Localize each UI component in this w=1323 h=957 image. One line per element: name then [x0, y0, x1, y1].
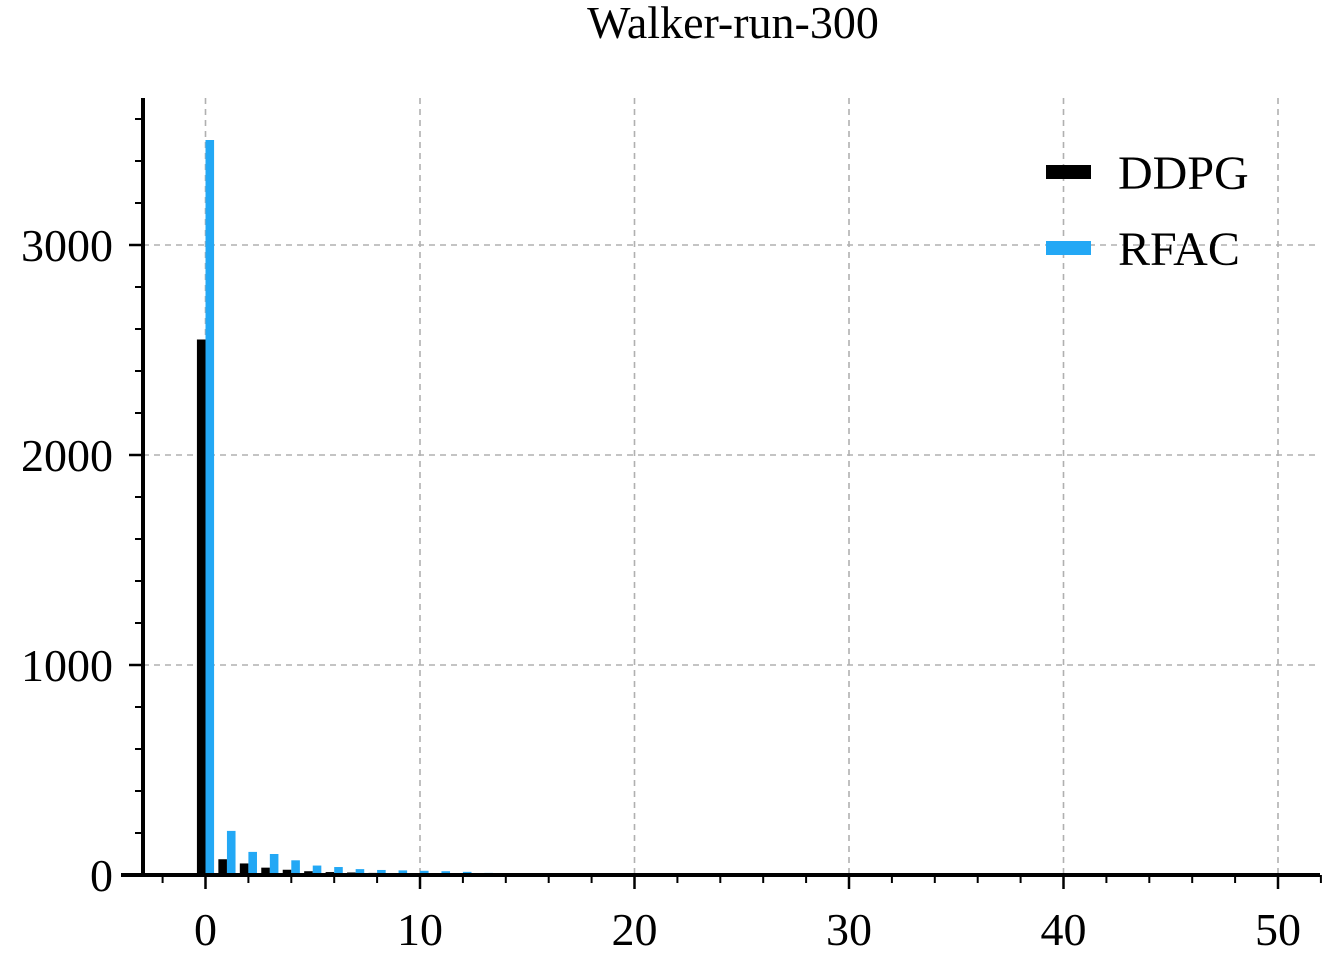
x-tick-label: 50 [1255, 904, 1301, 955]
x-tick-label: 30 [826, 904, 872, 955]
y-tick-label: 0 [90, 850, 113, 901]
x-tick-label: 40 [1041, 904, 1087, 955]
bar-rfac [312, 865, 322, 875]
chart-title: Walker-run-300 [587, 0, 879, 48]
y-tick-label: 2000 [21, 430, 113, 481]
bar-ddpg [196, 339, 206, 875]
bar-rfac [226, 830, 236, 875]
bar-rfac [398, 870, 408, 875]
x-tick-label: 10 [397, 904, 443, 955]
bar-rfac [377, 869, 386, 875]
bar-rfac [269, 854, 279, 875]
legend: DDPG RFAC [1046, 147, 1249, 276]
y-tick-label: 3000 [21, 220, 113, 271]
bar-ddpg [218, 859, 227, 875]
x-tick-label: 0 [194, 904, 217, 955]
legend-label-ddpg: DDPG [1118, 147, 1249, 200]
ticks: 0 10 20 30 40 50 0 1000 2000 3000 [21, 118, 1322, 955]
bar-rfac [420, 870, 429, 875]
legend-swatch-ddpg [1046, 165, 1091, 179]
axes [121, 98, 1320, 877]
bar-ddpg [239, 863, 249, 875]
x-tick-label: 20 [612, 904, 658, 955]
bar-rfac [355, 869, 365, 875]
y-tick-label: 1000 [21, 640, 113, 691]
grid-lines [143, 98, 1320, 875]
bar-rfac [205, 140, 215, 875]
legend-swatch-rfac [1046, 241, 1091, 255]
bar-rfac [291, 860, 300, 875]
bar-ddpg [261, 867, 270, 875]
bar-ddpg [282, 869, 292, 875]
bar-rfac [248, 851, 257, 875]
legend-label-rfac: RFAC [1118, 223, 1240, 276]
bar-rfac [334, 867, 343, 875]
